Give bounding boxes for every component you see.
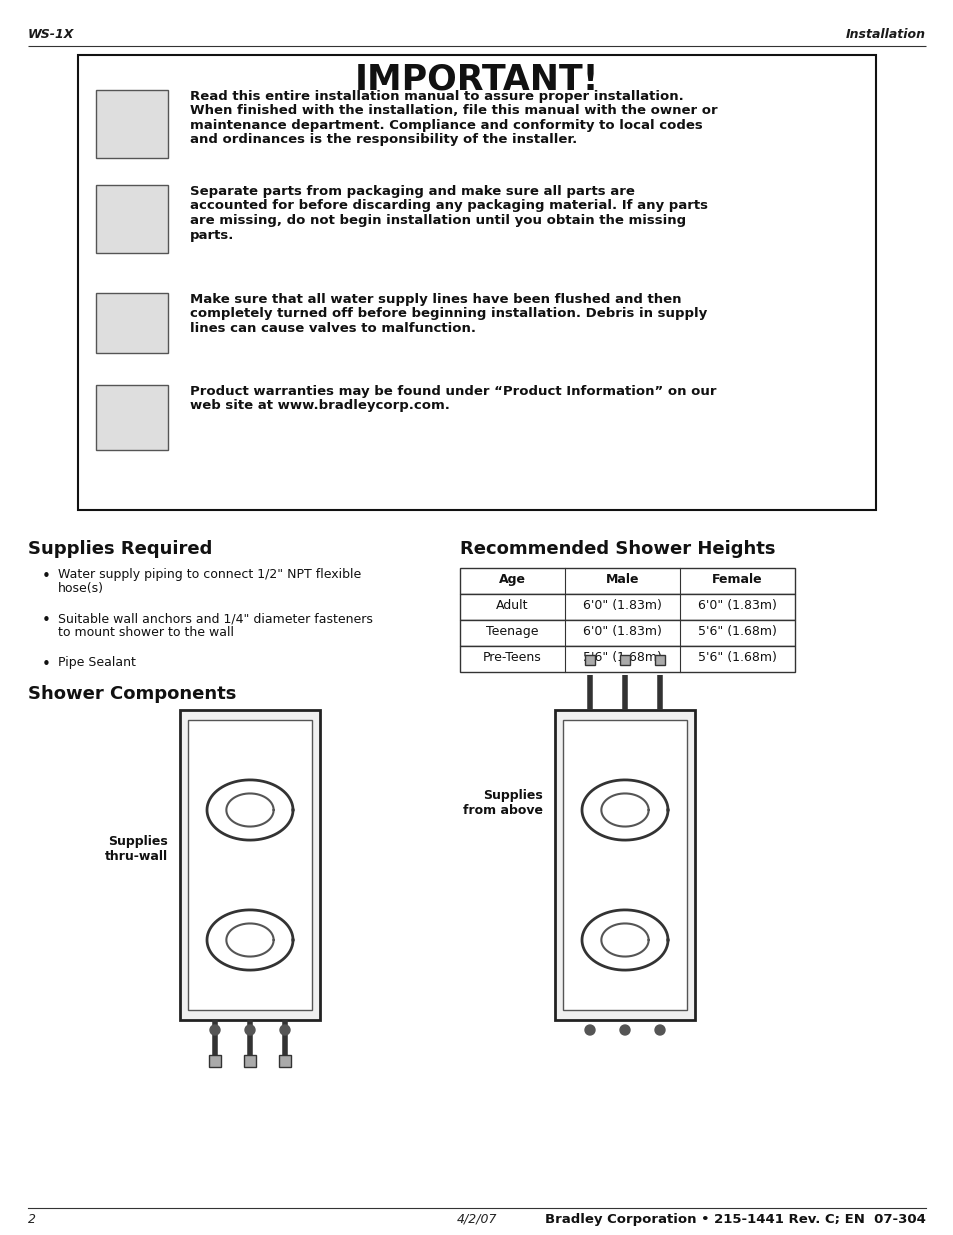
Bar [655,655,664,664]
Text: are missing, do not begin installation until you obtain the missing: are missing, do not begin installation u… [190,214,685,227]
Text: parts.: parts. [190,228,234,242]
Text: Shower Components: Shower Components [28,685,236,703]
Circle shape [655,1025,664,1035]
Bar [459,568,794,594]
Text: •: • [42,613,51,629]
Text: web site at www.bradleycorp.com.: web site at www.bradleycorp.com. [190,399,450,412]
Text: Recommended Shower Heights: Recommended Shower Heights [459,540,775,558]
Text: 4/2/07: 4/2/07 [456,1213,497,1226]
Text: Product warranties may be found under “Product Information” on our: Product warranties may be found under “P… [190,385,716,398]
Bar [96,385,168,450]
Text: and ordinances is the responsibility of the installer.: and ordinances is the responsibility of … [190,133,577,147]
Circle shape [619,1025,629,1035]
Bar [278,1055,291,1067]
Text: Female: Female [712,573,762,585]
Text: •: • [42,569,51,584]
Text: completely turned off before beginning installation. Debris in supply: completely turned off before beginning i… [190,308,706,321]
Text: 6'0" (1.83m): 6'0" (1.83m) [582,625,661,638]
Text: maintenance department. Compliance and conformity to local codes: maintenance department. Compliance and c… [190,119,702,132]
Bar [459,620,794,646]
Circle shape [584,1025,595,1035]
Text: Pre-Teens: Pre-Teens [482,651,541,664]
Text: Adult: Adult [496,599,528,613]
Text: Bradley Corporation • 215-1441 Rev. C; EN  07-304: Bradley Corporation • 215-1441 Rev. C; E… [544,1213,925,1226]
Bar [209,1055,221,1067]
Bar [555,710,695,1020]
Bar [459,646,794,672]
Text: Installation: Installation [845,28,925,41]
Text: 6'0" (1.83m): 6'0" (1.83m) [698,599,776,613]
Text: Make sure that all water supply lines have been flushed and then: Make sure that all water supply lines ha… [190,293,680,306]
Bar [244,1055,255,1067]
Bar [96,185,168,253]
Text: •: • [42,657,51,672]
Bar [459,594,794,620]
Text: 2: 2 [28,1213,36,1226]
Text: Supplies
from above: Supplies from above [462,789,542,818]
Text: Supplies
thru-wall: Supplies thru-wall [105,836,168,863]
Text: Teenage: Teenage [486,625,538,638]
Text: WS-1X: WS-1X [28,28,74,41]
Bar [562,720,686,1010]
Text: Age: Age [498,573,525,585]
Text: Water supply piping to connect 1/2" NPT flexible: Water supply piping to connect 1/2" NPT … [58,568,361,580]
Text: 5'6" (1.68m): 5'6" (1.68m) [582,651,661,664]
Bar [96,293,168,353]
Bar [78,56,875,510]
Text: Suitable wall anchors and 1/4" diameter fasteners: Suitable wall anchors and 1/4" diameter … [58,613,373,625]
Text: hose(s): hose(s) [58,582,104,595]
Bar [180,710,319,1020]
Text: 6'0" (1.83m): 6'0" (1.83m) [582,599,661,613]
Bar [96,90,168,158]
Text: Supplies Required: Supplies Required [28,540,213,558]
Bar [584,655,595,664]
Text: Pipe Sealant: Pipe Sealant [58,656,135,669]
Text: Male: Male [605,573,639,585]
Bar [188,720,312,1010]
Text: to mount shower to the wall: to mount shower to the wall [58,626,233,638]
Text: Read this entire installation manual to assure proper installation.: Read this entire installation manual to … [190,90,683,103]
Text: When finished with the installation, file this manual with the owner or: When finished with the installation, fil… [190,105,717,117]
Text: IMPORTANT!: IMPORTANT! [355,63,598,98]
Circle shape [210,1025,220,1035]
Text: 5'6" (1.68m): 5'6" (1.68m) [698,651,776,664]
Circle shape [245,1025,254,1035]
Text: 5'6" (1.68m): 5'6" (1.68m) [698,625,776,638]
Text: lines can cause valves to malfunction.: lines can cause valves to malfunction. [190,322,476,335]
Text: accounted for before discarding any packaging material. If any parts: accounted for before discarding any pack… [190,200,707,212]
Text: Separate parts from packaging and make sure all parts are: Separate parts from packaging and make s… [190,185,634,198]
Circle shape [280,1025,290,1035]
Bar [619,655,629,664]
